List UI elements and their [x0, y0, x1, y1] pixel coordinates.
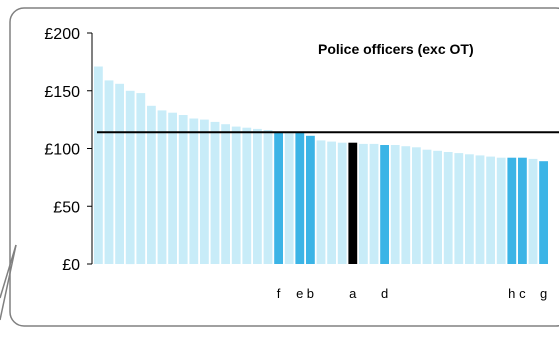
bar-item-11 [200, 119, 209, 264]
bar-item-5 [136, 93, 146, 264]
bar-item-35 [454, 153, 464, 264]
bar-a [348, 142, 358, 264]
bar-item-37 [475, 155, 485, 264]
callout-pointer-line [0, 244, 17, 299]
bar-item-12 [210, 121, 220, 265]
bar-item-19 [284, 132, 294, 264]
bar-item-15 [242, 127, 252, 264]
bar-item-30 [401, 146, 411, 264]
bar-h [507, 157, 517, 264]
x-tick-label: c [519, 286, 526, 301]
bar-item-8 [168, 112, 177, 264]
bar-item-32 [422, 149, 432, 264]
y-tick-label: £200 [44, 26, 80, 43]
bar-item-3 [115, 83, 124, 264]
bar-item-22 [316, 140, 326, 264]
y-tick-label: £150 [44, 84, 80, 101]
bar-item-23 [327, 141, 336, 264]
bar-b [306, 135, 315, 264]
bar-item-6 [147, 105, 156, 264]
callout-pointer-line [0, 244, 17, 321]
y-tick-label: £50 [53, 199, 80, 216]
bar-g [539, 161, 548, 264]
bar-item-17 [263, 130, 273, 264]
chart-title: Police officers (exc OT) [318, 41, 474, 57]
x-tick-label: d [381, 286, 388, 301]
bar-item-14 [231, 126, 241, 264]
x-tick-label: g [540, 286, 547, 301]
bar-item-38 [486, 156, 495, 264]
bar-item-1 [94, 66, 103, 264]
bar-item-26 [359, 143, 368, 264]
x-tick-label: e [296, 286, 303, 301]
bar-item-13 [221, 124, 230, 264]
bar-item-29 [390, 145, 400, 264]
bar-c [518, 157, 527, 264]
bar-item-34 [443, 152, 453, 264]
y-tick-label: £100 [44, 142, 80, 159]
bar-d [380, 145, 389, 264]
bar-item-9 [178, 115, 188, 264]
bar-item-7 [157, 110, 167, 265]
bar-item-27 [369, 143, 379, 264]
bar-item-16 [253, 128, 262, 264]
x-tick-label: h [508, 286, 515, 301]
bar-item-4 [125, 90, 135, 265]
bar-e [295, 132, 305, 264]
bar-item-33 [433, 150, 442, 264]
bar-item-39 [496, 157, 506, 264]
bar-item-36 [465, 154, 474, 264]
bar-item-10 [189, 118, 199, 264]
bar-item-31 [412, 147, 421, 264]
bar-item-2 [104, 80, 114, 265]
x-tick-label: a [349, 286, 357, 301]
bar-f [274, 132, 283, 264]
bar-item-24 [337, 142, 347, 264]
bar-item-42 [528, 158, 538, 264]
x-tick-label: f [277, 286, 281, 301]
y-tick-label: £0 [62, 257, 80, 274]
x-tick-label: b [307, 286, 314, 301]
